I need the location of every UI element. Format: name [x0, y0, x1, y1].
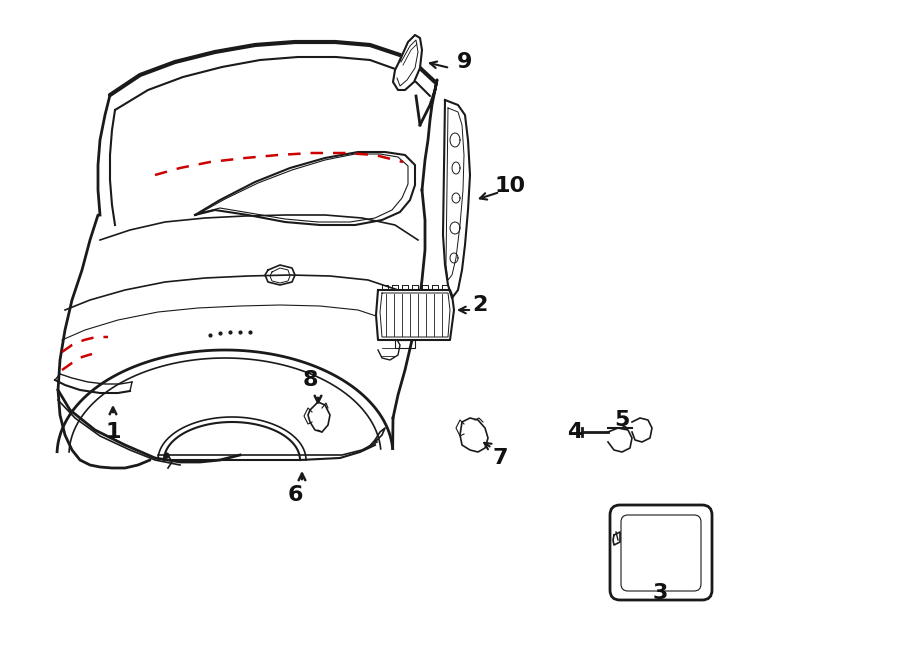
- Text: 4: 4: [567, 422, 582, 442]
- Text: 7: 7: [492, 448, 508, 468]
- Polygon shape: [460, 418, 488, 452]
- Text: 9: 9: [457, 52, 472, 72]
- Polygon shape: [376, 290, 454, 340]
- Polygon shape: [632, 418, 652, 442]
- Polygon shape: [308, 402, 330, 432]
- Text: 5: 5: [615, 410, 630, 430]
- Text: 10: 10: [494, 176, 526, 196]
- Polygon shape: [608, 428, 632, 452]
- Text: 6: 6: [287, 485, 302, 505]
- Polygon shape: [443, 100, 470, 298]
- FancyBboxPatch shape: [610, 505, 712, 600]
- Text: 8: 8: [302, 370, 318, 390]
- Text: 2: 2: [472, 295, 488, 315]
- Text: 3: 3: [652, 583, 668, 603]
- Text: 1: 1: [105, 422, 121, 442]
- Polygon shape: [393, 35, 422, 90]
- FancyBboxPatch shape: [621, 515, 701, 591]
